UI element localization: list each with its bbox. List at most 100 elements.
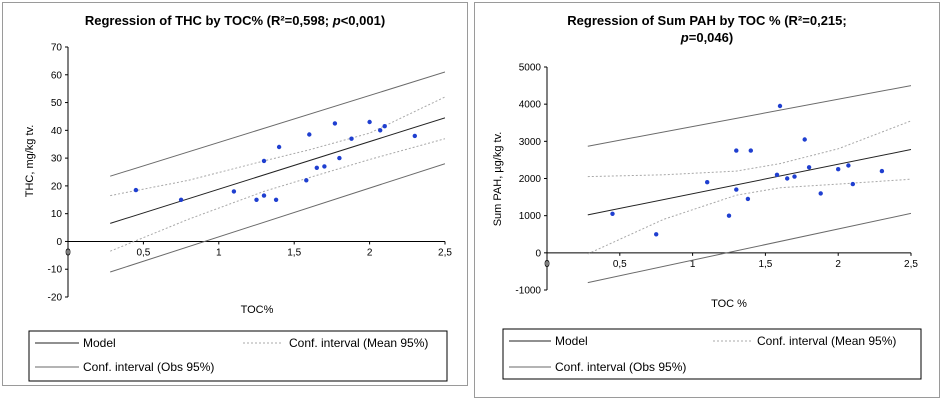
obs-ci-lower-line — [110, 163, 445, 273]
y-tick-label: 3000 — [519, 137, 542, 148]
data-point — [610, 211, 615, 216]
data-point — [846, 163, 851, 168]
data-point — [261, 158, 267, 164]
x-tick-label: 2 — [835, 259, 841, 270]
y-tick-label: 0 — [535, 248, 541, 259]
x-axis-label: TOC% — [241, 304, 274, 316]
chart-title: Regression of THC by TOC% (R²=0,598; p<0… — [85, 13, 385, 28]
x-tick-label: 0,5 — [613, 259, 627, 270]
legend-model-label: Model — [555, 334, 588, 348]
data-point — [367, 119, 372, 125]
x-tick-label: 0 — [65, 247, 71, 258]
data-point — [133, 187, 139, 193]
data-point — [382, 124, 387, 129]
legend-box — [502, 328, 922, 380]
data-point — [378, 128, 383, 133]
mean-ci-lower-line — [587, 178, 911, 255]
legend: Model Conf. interval (Mean 95%) Conf. in… — [502, 328, 922, 380]
y-tick-label: 40 — [51, 126, 63, 137]
y-tick-label: 30 — [51, 154, 63, 165]
data-point — [332, 121, 338, 126]
data-point — [818, 191, 823, 196]
data-point — [802, 137, 807, 142]
mean-ci-upper-line — [587, 120, 911, 178]
data-point — [276, 144, 282, 150]
y-tick-label: 1000 — [519, 211, 542, 222]
data-point — [273, 197, 279, 202]
data-point — [850, 181, 855, 187]
plot-area: -1000 0 1000 2000 3000 4000 5000 0 0,5 1 1,5 2 2,5 — [515, 63, 918, 297]
legend: Model Conf. interval (Mean 95%) Conf. in… — [28, 330, 448, 382]
data-point — [774, 172, 780, 177]
data-point — [879, 168, 885, 174]
y-tick-label: 70 — [51, 43, 63, 54]
y-tick-label: 50 — [51, 98, 63, 109]
x-tick-label: 1 — [690, 259, 696, 270]
legend-obs-ci-label: Conf. interval (Obs 95%) — [555, 360, 686, 374]
obs-ci-upper-line — [587, 85, 911, 147]
y-tick-label: -1000 — [515, 286, 541, 297]
data-point — [734, 148, 739, 153]
legend-model-label: Model — [83, 336, 116, 350]
y-tick-label: -20 — [48, 293, 63, 304]
series-group — [110, 71, 445, 273]
y-tick-label: 4000 — [519, 100, 542, 111]
data-point — [349, 136, 354, 141]
mean-ci-lower-line — [110, 138, 445, 252]
data-point — [304, 178, 309, 183]
mean-ci-upper-line — [110, 96, 445, 197]
x-tick-label: 2,5 — [904, 259, 918, 270]
thc-chart-svg: Regression of THC by TOC% (R²=0,598; p<0… — [24, 13, 453, 382]
legend-box — [28, 330, 448, 382]
data-point — [745, 196, 751, 202]
obs-ci-upper-line — [110, 71, 445, 177]
y-tick-label: -10 — [48, 265, 63, 276]
data-point — [314, 165, 319, 170]
pah-regression-chart: Regression of Sum PAH by TOC % (R²=0,215… — [474, 2, 940, 398]
data-point — [777, 103, 783, 109]
y-tick-label: 0 — [56, 237, 62, 248]
data-point — [806, 165, 812, 170]
data-point — [792, 174, 797, 179]
data-point — [307, 132, 312, 137]
data-point — [748, 148, 753, 153]
y-tick-label: 5000 — [519, 63, 542, 74]
x-tick-label: 0 — [544, 259, 550, 270]
data-point — [178, 197, 184, 202]
x-tick-label: 2 — [367, 247, 373, 258]
x-tick-label: 1 — [216, 247, 222, 258]
chart-title-line2: p=0,046) — [680, 30, 733, 45]
model-line — [110, 117, 445, 224]
data-point — [254, 197, 259, 202]
thc-regression-chart: Regression of THC by TOC% (R²=0,598; p<0… — [2, 2, 468, 386]
x-tick-label: 1,5 — [287, 247, 301, 258]
data-point — [337, 155, 342, 161]
data-point — [231, 189, 237, 194]
data-point — [785, 176, 790, 181]
y-tick-label: 60 — [51, 70, 63, 81]
y-tick-label: 2000 — [519, 174, 542, 185]
model-line — [587, 149, 911, 216]
data-point — [412, 133, 417, 139]
x-tick-label: 1,5 — [758, 259, 772, 270]
data-point — [836, 167, 841, 172]
data-point — [705, 180, 710, 185]
x-axis-label: TOC % — [711, 298, 747, 310]
pah-chart-svg: Regression of Sum PAH by TOC % (R²=0,215… — [492, 13, 922, 380]
y-tick-label: 20 — [51, 181, 63, 192]
data-point — [734, 187, 739, 192]
legend-mean-ci-label: Conf. interval (Mean 95%) — [757, 334, 896, 348]
series-group — [587, 85, 911, 284]
data-point — [654, 232, 659, 237]
data-point — [322, 164, 327, 169]
x-tick-label: 2,5 — [438, 247, 452, 258]
data-point — [726, 213, 732, 218]
legend-mean-ci-label: Conf. interval (Mean 95%) — [289, 336, 428, 350]
y-tick-label: 10 — [51, 209, 63, 220]
data-point — [261, 193, 267, 198]
obs-ci-lower-line — [587, 212, 911, 284]
y-axis-label: THC, mg/kg tv. — [24, 125, 36, 198]
legend-obs-ci-label: Conf. interval (Obs 95%) — [83, 360, 214, 374]
x-tick-label: 0,5 — [136, 247, 150, 258]
